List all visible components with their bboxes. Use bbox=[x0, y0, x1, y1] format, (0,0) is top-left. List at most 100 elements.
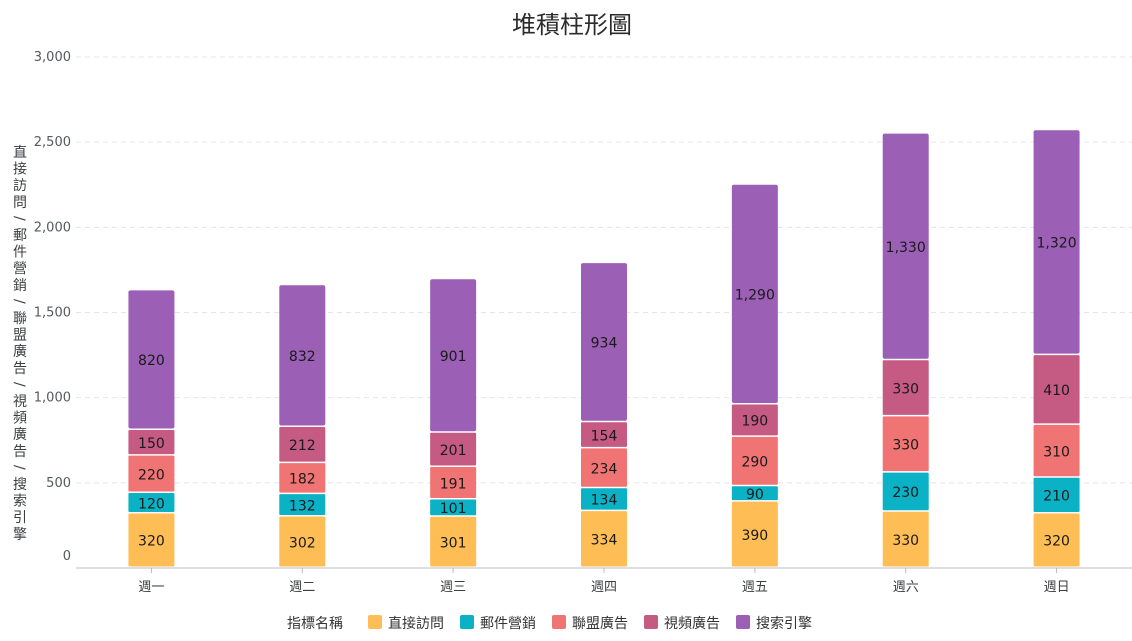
data-label: 330 bbox=[892, 438, 919, 454]
data-label: 220 bbox=[138, 467, 165, 483]
y-tick-label: 1,500 bbox=[34, 306, 71, 321]
data-label: 191 bbox=[440, 476, 467, 492]
bar-segment[interactable] bbox=[279, 463, 326, 493]
legend-item[interactable]: 視頻廣告 bbox=[644, 615, 720, 632]
data-label: 132 bbox=[289, 498, 316, 514]
bar-segment[interactable] bbox=[882, 360, 929, 415]
bar-segment[interactable] bbox=[581, 263, 627, 421]
data-label: 290 bbox=[741, 455, 768, 471]
legend-title: 指標名稱 bbox=[287, 616, 343, 632]
y-axis-label-char: 廣 bbox=[13, 426, 27, 443]
bar-segment[interactable] bbox=[430, 516, 477, 567]
y-axis-label-char: 件 bbox=[13, 245, 27, 261]
y-axis-label-char: 聯 bbox=[13, 311, 27, 327]
legend-label: 郵件營銷 bbox=[480, 616, 536, 632]
y-axis-label-char: 營 bbox=[13, 261, 27, 277]
bar-segment[interactable] bbox=[1033, 424, 1080, 477]
y-tick-label: 1,000 bbox=[34, 391, 71, 406]
data-label: 334 bbox=[591, 533, 618, 549]
bar-segment[interactable] bbox=[581, 448, 627, 487]
bar-segment[interactable] bbox=[128, 493, 175, 512]
bar-segment[interactable] bbox=[882, 416, 929, 472]
data-label: 320 bbox=[138, 534, 165, 550]
bar-segment[interactable] bbox=[581, 488, 627, 510]
bar-segment[interactable] bbox=[430, 466, 477, 499]
data-label: 310 bbox=[1043, 444, 1070, 460]
y-axis-label-char: / bbox=[11, 216, 27, 221]
bar-segment[interactable] bbox=[731, 404, 778, 436]
data-label: 832 bbox=[289, 349, 316, 365]
bar-segment[interactable] bbox=[1033, 513, 1080, 567]
bar-segment[interactable] bbox=[128, 430, 175, 455]
data-label: 330 bbox=[892, 381, 919, 397]
bar-segment[interactable] bbox=[128, 290, 175, 429]
data-label: 320 bbox=[1043, 534, 1070, 550]
data-label: 820 bbox=[138, 353, 165, 369]
bar-segment[interactable] bbox=[279, 516, 326, 567]
data-label: 201 bbox=[440, 443, 467, 459]
data-label: 190 bbox=[741, 414, 768, 430]
bar-segment[interactable] bbox=[882, 133, 929, 359]
data-label: 182 bbox=[289, 472, 316, 488]
y-axis-label-char: 銷 bbox=[13, 278, 27, 294]
data-label: 230 bbox=[892, 485, 919, 501]
y-tick-label: 500 bbox=[46, 476, 71, 491]
x-tick-label: 週六 bbox=[893, 580, 919, 595]
y-axis-label-char: 告 bbox=[13, 444, 27, 460]
bar-segment[interactable] bbox=[279, 494, 326, 516]
y-axis-label-char: 引 bbox=[13, 510, 27, 526]
chart-title: 堆積柱形圖 bbox=[512, 11, 632, 39]
data-label: 90 bbox=[746, 487, 764, 503]
legend[interactable]: 指標名稱 直接訪問 郵件營銷 聯盟廣告 視頻廣告 搜索引擎 bbox=[287, 615, 812, 632]
data-label: 120 bbox=[138, 496, 165, 512]
y-axis-label-char: 直 bbox=[13, 144, 27, 161]
bar-segment[interactable] bbox=[731, 436, 778, 485]
bar-segment[interactable] bbox=[128, 455, 175, 492]
grid-layer bbox=[76, 56, 1132, 484]
data-label: 1,330 bbox=[886, 240, 926, 256]
data-label: 410 bbox=[1043, 383, 1070, 399]
bar-segment[interactable] bbox=[882, 511, 929, 567]
bar-segment[interactable] bbox=[128, 513, 175, 567]
data-label: 101 bbox=[440, 501, 467, 517]
bar-segment[interactable] bbox=[731, 184, 778, 403]
bar-segment[interactable] bbox=[882, 472, 929, 511]
x-tick-label: 週三 bbox=[440, 580, 466, 595]
bar-segment[interactable] bbox=[731, 501, 778, 567]
data-label: 934 bbox=[591, 336, 618, 352]
y-axis: 0 500 1,000 1,500 2,000 2,500 3,000 bbox=[34, 50, 71, 564]
bar-segment[interactable] bbox=[279, 426, 326, 462]
bar-segment[interactable] bbox=[279, 285, 326, 426]
y-axis-label-char: 盟 bbox=[13, 328, 27, 344]
data-label: 330 bbox=[892, 533, 919, 549]
legend-item[interactable]: 郵件營銷 bbox=[460, 615, 536, 632]
bar-segment[interactable] bbox=[581, 511, 627, 567]
y-axis-label-char: 頻 bbox=[13, 411, 27, 427]
y-axis-label-char: / bbox=[11, 299, 27, 304]
legend-label: 聯盟廣告 bbox=[572, 615, 628, 632]
bar-segment[interactable] bbox=[731, 486, 778, 501]
bar-segment[interactable] bbox=[1033, 477, 1080, 512]
legend-item[interactable]: 直接訪問 bbox=[368, 615, 444, 632]
data-label: 234 bbox=[591, 461, 618, 477]
bar-segment[interactable] bbox=[581, 422, 627, 447]
data-label: 134 bbox=[591, 493, 618, 509]
y-axis-label-char: 問 bbox=[13, 195, 27, 211]
bar-segment[interactable] bbox=[1033, 130, 1080, 354]
bar-segment[interactable] bbox=[430, 432, 477, 466]
legend-item[interactable]: 搜索引擎 bbox=[736, 615, 812, 632]
legend-label: 視頻廣告 bbox=[664, 615, 720, 632]
y-axis-label-char: / bbox=[11, 465, 27, 470]
x-tick-label: 週五 bbox=[742, 580, 768, 595]
bar-segment[interactable] bbox=[1033, 355, 1080, 424]
data-label: 1,290 bbox=[735, 288, 775, 304]
bar-segment[interactable] bbox=[430, 499, 477, 516]
data-label: 301 bbox=[440, 535, 467, 551]
data-label: 212 bbox=[289, 438, 316, 454]
x-tick-label: 週一 bbox=[138, 580, 164, 595]
bar-segment[interactable] bbox=[430, 279, 477, 432]
data-label: 302 bbox=[289, 535, 316, 551]
legend-swatch bbox=[552, 615, 566, 629]
legend-item[interactable]: 聯盟廣告 bbox=[552, 615, 628, 632]
